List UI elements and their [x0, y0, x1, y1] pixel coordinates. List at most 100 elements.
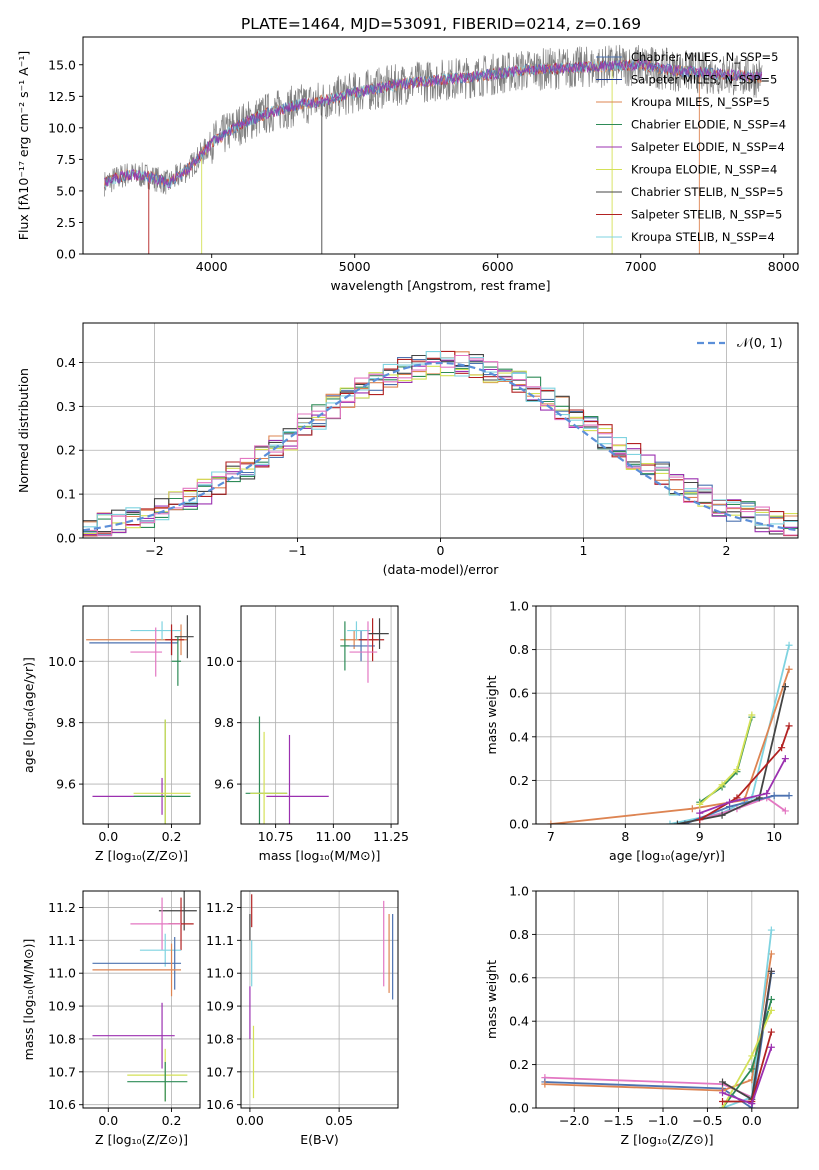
mass-weight-series	[544, 953, 773, 1092]
y-tick-label: 0.6	[509, 686, 529, 701]
mass-weight-series	[699, 725, 790, 821]
mass-weight-series	[550, 668, 790, 824]
mass-weight-series	[544, 971, 773, 1099]
normal-reference-curve	[83, 361, 798, 532]
y-tick-label: 9.8	[56, 715, 76, 730]
plot-area	[104, 44, 763, 254]
y-tick-label: 1.0	[509, 599, 529, 614]
x-tick-label: −0.5	[692, 1113, 722, 1128]
panel-age-vs-metallicity: 0.0 0.2 9.6 9.8 10.0 Z [log₁₀(Z/Z⊙)] age [log₁…	[21, 605, 201, 863]
errorbar-point	[92, 943, 182, 997]
y-tick-label: 0.2	[56, 443, 76, 458]
errorbar-point	[358, 618, 385, 662]
y-axis-label: Flux [fλ10⁻¹⁷ erg cm⁻² s⁻¹ A⁻¹]	[16, 51, 31, 240]
series-marker	[718, 781, 726, 789]
x-axis-label: (data-model)/error	[383, 562, 500, 577]
legend-entry: Salpeter STELIB, N_SSP=5	[631, 208, 782, 222]
y-tick-label: 0.4	[56, 355, 76, 370]
series-marker	[733, 766, 741, 773]
y-tick-label: 10.6	[48, 1097, 76, 1112]
series-marker	[781, 807, 789, 815]
errorbar-point	[158, 891, 197, 931]
series-marker	[666, 820, 674, 824]
figure-title: PLATE=1464, MJD=53091, FIBERID=0214, z=0…	[241, 15, 641, 33]
y-tick-label: 10.8	[48, 1031, 76, 1046]
histogram-series	[83, 351, 798, 528]
y-tick-label: 0.8	[509, 927, 529, 942]
x-tick-label: 7000	[625, 259, 657, 274]
series-marker	[781, 755, 789, 763]
x-tick-label: 0.00	[236, 1113, 264, 1128]
y-tick-label: 10.8	[206, 1031, 234, 1046]
x-tick-label: −1.5	[603, 1113, 633, 1128]
y-axis-label: age [log₁₀(age/yr)]	[21, 657, 36, 773]
series-marker	[688, 805, 696, 813]
series-marker	[767, 1028, 775, 1036]
series-marker	[785, 665, 793, 673]
panel-residuals: −2 −1 0 1 2 0.0 0.1 0.2 0.3 0.4 (data-model)/error…	[16, 322, 799, 577]
axes-frame	[240, 605, 399, 825]
series-marker	[726, 798, 734, 806]
legend-entry: Salpeter MILES, N_SSP=5	[631, 73, 777, 87]
x-tick-label: 0.2	[162, 1113, 182, 1128]
mass-weight-series	[677, 686, 787, 824]
y-tick-label: 9.8	[214, 715, 234, 730]
errorbar-point	[340, 621, 350, 671]
y-tick-label: 11.0	[206, 966, 234, 981]
errorbar-point	[127, 1048, 188, 1102]
errorbar-point	[347, 621, 371, 640]
errorbar-point	[133, 719, 191, 824]
series-marker	[719, 1089, 727, 1097]
y-tick-label: 0.3	[56, 399, 76, 414]
y-tick-label: 11.0	[48, 966, 76, 981]
series-marker	[719, 1097, 727, 1105]
y-tick-label: 15.0	[48, 57, 76, 72]
series-marker	[748, 1065, 756, 1073]
y-tick-label: 9.6	[56, 777, 76, 792]
y-tick-label: 0.0	[509, 1101, 529, 1116]
x-tick-label: 11.00	[315, 829, 351, 844]
legend-entry: Chabrier STELIB, N_SSP=5	[631, 185, 783, 199]
mass-weight-series	[699, 796, 786, 821]
x-tick-label: 9	[696, 829, 704, 844]
y-tick-label: 9.6	[214, 777, 234, 792]
axes-frame	[82, 890, 201, 1109]
series-marker	[763, 789, 771, 797]
x-axis-label: mass [log₁₀(M/M⊙)]	[259, 848, 381, 863]
mass-weight-series	[699, 714, 753, 806]
y-tick-label: 12.5	[48, 89, 76, 104]
x-tick-label: 4000	[196, 259, 228, 274]
legend-entry: Kroupa MILES, N_SSP=5	[631, 95, 770, 109]
legend-entry: Kroupa ELODIE, N_SSP=4	[631, 163, 777, 177]
y-tick-label: 11.1	[48, 933, 76, 948]
y-tick-label: 10.0	[48, 120, 76, 135]
y-tick-label: 0.2	[509, 1057, 529, 1072]
errorbar-point	[92, 1002, 175, 1069]
series-marker	[785, 641, 793, 649]
x-tick-label: 0.0	[742, 1113, 762, 1128]
y-tick-label: 1.0	[509, 884, 529, 899]
legend: Chabrier MILES, N_SSP=5 Salpeter MILES, N…	[596, 50, 786, 244]
panel-mass-weight-vs-metallicity: −2.0 −1.5 −1.0 −0.5 0.0 0.0 0.2 0.4 0.6 0.8 1.0 Z […	[484, 884, 799, 1147]
x-tick-label: 2	[723, 543, 731, 558]
series-marker	[673, 820, 681, 824]
series-marker	[748, 711, 756, 719]
plot-area	[92, 891, 197, 1102]
errorbar-point	[130, 627, 163, 677]
panel-mass-weight-vs-age: 7 8 9 10 0.0 0.2 0.4 0.6 0.8 1.0 age [log₁₀(age/yr…	[484, 599, 799, 863]
errorbar-point	[349, 621, 378, 683]
model-spectrum-line	[104, 58, 763, 189]
series-marker	[719, 1104, 727, 1108]
y-axis-label: mass weight	[484, 960, 499, 1039]
plot-area	[547, 641, 793, 824]
y-tick-label: 2.5	[56, 215, 76, 230]
x-tick-label: 0.0	[98, 1113, 118, 1128]
panel-spectrum: 4000 5000 6000 7000 8000 0.0 2.5 5.0 7.5 10.0 12.5…	[16, 36, 800, 293]
y-tick-label: 0.4	[509, 729, 529, 744]
y-tick-label: 10.0	[48, 654, 76, 669]
y-tick-label: 0.0	[56, 247, 76, 262]
y-tick-label: 7.5	[56, 152, 76, 167]
x-tick-label: −1.0	[648, 1113, 678, 1128]
panel-age-vs-mass: 10.75 11.00 11.25 9.6 9.8 10.0 mass [log₁₀(M/M…	[206, 605, 409, 863]
